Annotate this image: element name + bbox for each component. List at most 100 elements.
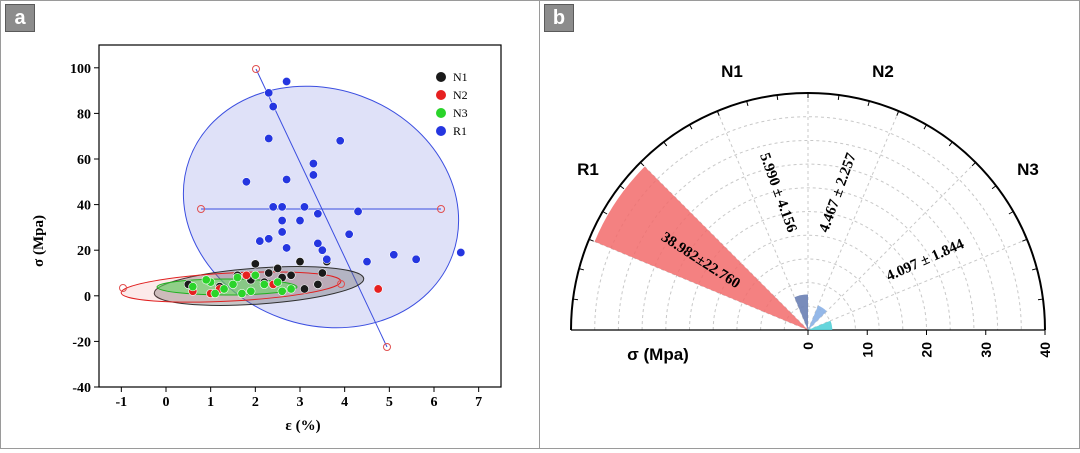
point-r1 — [411, 254, 421, 264]
polar-arc-tick — [923, 124, 927, 130]
x-tick-label: 6 — [431, 395, 438, 410]
point-n3 — [273, 277, 283, 287]
point-r1 — [255, 236, 265, 246]
x-tick-label: 3 — [297, 395, 304, 410]
polar-axis-label: σ (Mpa) — [627, 345, 689, 364]
point-n2 — [373, 284, 383, 294]
point-r1 — [268, 102, 278, 112]
y-axis-label: σ (Mpa) — [31, 215, 47, 267]
panel-b-tag: b — [544, 4, 574, 32]
point-n3 — [232, 273, 242, 283]
x-tick-label: 0 — [163, 395, 170, 410]
point-n1 — [273, 263, 283, 273]
point-n3 — [219, 284, 229, 294]
x-tick-label: 4 — [341, 395, 348, 410]
polar-value-label-n3: 4.097 ± 1.844 — [884, 236, 967, 285]
polar-arc-tick — [1031, 268, 1038, 271]
point-n2 — [241, 270, 251, 280]
polar-arc-tick — [896, 110, 900, 116]
polar-category-n1: N1 — [721, 62, 743, 81]
point-n3 — [228, 279, 238, 289]
legend-marker-r1 — [436, 126, 446, 136]
polar-bar-n3 — [808, 320, 833, 330]
polar-value-label-n2: 4.467 ± 2.257 — [816, 150, 860, 234]
legend-marker-n1 — [436, 72, 446, 82]
y-tick-label: -20 — [72, 335, 91, 350]
point-n3 — [277, 286, 287, 296]
point-r1 — [317, 245, 327, 255]
point-n3 — [259, 279, 269, 289]
polar-arc-tick — [776, 94, 779, 101]
point-r1 — [282, 243, 292, 253]
point-r1 — [277, 202, 287, 212]
point-r1 — [322, 254, 332, 264]
polar-arc-tick — [837, 94, 840, 101]
x-tick-label: -1 — [115, 395, 127, 410]
scatter-points — [183, 76, 466, 299]
y-tick-label: 80 — [77, 107, 91, 122]
point-n3 — [237, 289, 247, 299]
point-r1 — [456, 247, 466, 257]
polar-arc-tick — [689, 124, 693, 130]
point-r1 — [295, 216, 305, 226]
point-r1 — [299, 202, 309, 212]
panel-b: b R1 N1 N2 N3 38.982±22.760 5.990 ± 4.156 4.46… — [540, 1, 1079, 448]
y-tick-label: 20 — [77, 244, 91, 259]
x-tick-label: 5 — [386, 395, 393, 410]
y-tick-label: 100 — [70, 62, 91, 77]
polar-category-n3: N3 — [1017, 160, 1039, 179]
polar-radial-axis: 0 10 20 30 40 — [800, 330, 1053, 358]
polar-arc-tick — [588, 238, 594, 242]
point-r1 — [362, 257, 372, 267]
point-r1 — [264, 234, 274, 244]
radial-tick-label: 20 — [919, 342, 935, 358]
ellipse-r1 — [182, 65, 460, 351]
legend-label-n2: N2 — [453, 88, 468, 102]
point-n1 — [317, 268, 327, 278]
point-r1 — [264, 88, 274, 98]
radial-tick-label: 10 — [859, 342, 875, 358]
polar-arc-tick — [991, 185, 997, 190]
point-r1 — [282, 175, 292, 185]
polar-arc-tick — [1008, 211, 1014, 215]
polar-category-n2: N2 — [872, 62, 894, 81]
point-r1 — [308, 159, 318, 169]
point-n1 — [286, 270, 296, 280]
point-n3 — [210, 289, 220, 299]
point-r1 — [264, 133, 274, 143]
polar-arc-tick — [572, 298, 579, 301]
point-n1 — [313, 279, 323, 289]
polar-bar-r1 — [594, 166, 808, 330]
polar-arc-tick — [619, 185, 625, 190]
polar-arc-tick — [1037, 298, 1044, 301]
point-r1 — [389, 250, 399, 260]
polar-arc-tick — [867, 100, 870, 107]
x-tick-label: 2 — [252, 395, 259, 410]
panel-a: a -1 0 1 2 3 4 5 6 7 -40 -20 — [1, 1, 540, 448]
polar-arc-tick — [640, 162, 645, 167]
polar-bar-n2 — [808, 305, 827, 330]
y-tick-label: -40 — [72, 381, 91, 396]
point-r1 — [277, 227, 287, 237]
y-tick-label: 40 — [77, 199, 91, 214]
radial-tick-label: 30 — [978, 342, 994, 358]
legend-marker-n2 — [436, 90, 446, 100]
point-n1 — [299, 284, 309, 294]
panel-a-tag: a — [5, 4, 35, 32]
x-tick-label: 7 — [475, 395, 482, 410]
point-n3 — [188, 282, 198, 292]
polar-category-r1: R1 — [577, 160, 599, 179]
point-r1 — [282, 76, 292, 86]
polar-value-label-n1: 5.990 ± 4.156 — [756, 151, 800, 235]
polar-arc-tick — [578, 268, 585, 271]
point-n3 — [286, 284, 296, 294]
legend-label-r1: R1 — [453, 124, 467, 138]
x-tick-label: 1 — [207, 395, 214, 410]
radial-tick-label: 40 — [1037, 342, 1053, 358]
polar-arc-tick — [1022, 238, 1028, 242]
polar-bars — [594, 166, 833, 330]
polar-arc-tick — [602, 211, 608, 215]
polar-arc-tick — [663, 141, 668, 147]
